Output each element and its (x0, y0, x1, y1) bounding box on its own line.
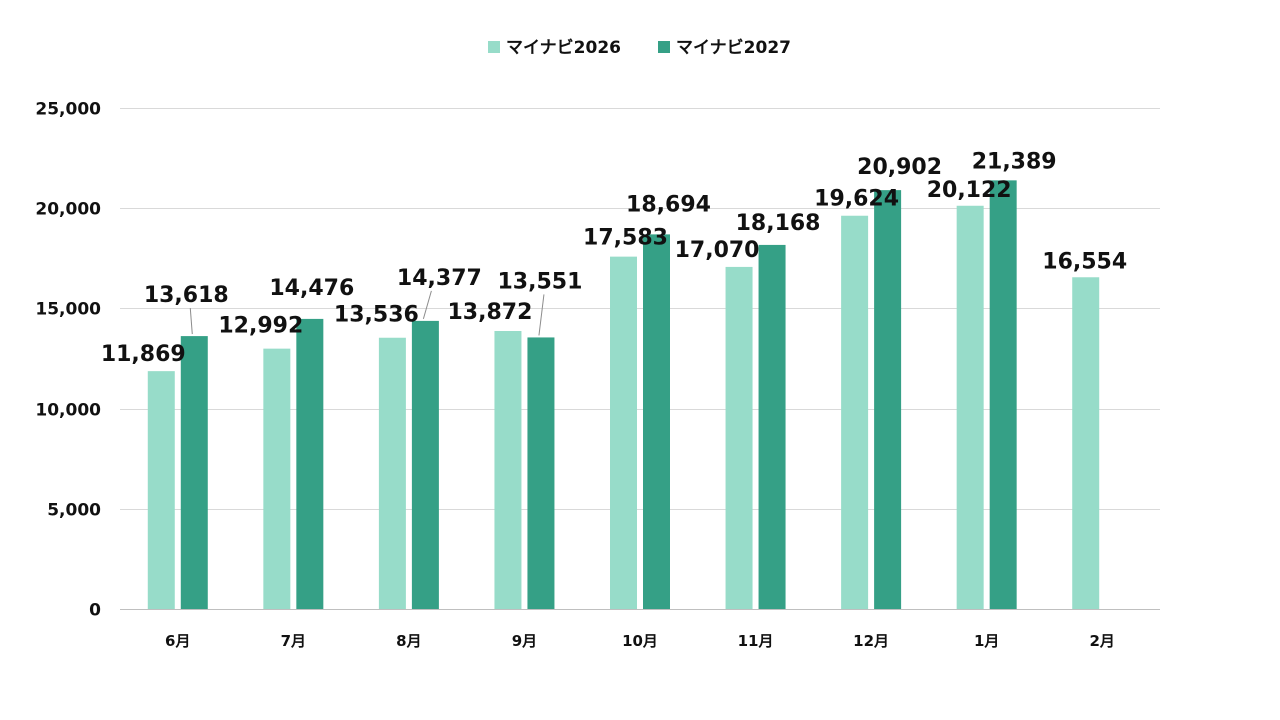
legend-swatch (488, 41, 500, 53)
y-axis-tick-labels: 0 5,000 10,000 15,000 20,000 25,000 (35, 100, 101, 621)
x-tick-label: 6月 (165, 632, 190, 650)
bar-mynavi2027-7月 (296, 318, 324, 609)
y-tick-label: 25,000 (35, 100, 101, 120)
bar-mynavi2026-1月 (956, 205, 984, 609)
x-tick-label: 7月 (281, 632, 306, 650)
data-label: 17,070 (675, 238, 760, 263)
data-label: 12,992 (218, 314, 303, 339)
x-tick-label: 2月 (1090, 632, 1115, 650)
data-label: 14,377 (397, 266, 482, 291)
bar-mynavi2026-10月 (610, 256, 637, 609)
data-label: 13,551 (497, 269, 582, 294)
y-tick-label: 5,000 (47, 501, 101, 521)
bar-mynavi2027-9月 (527, 337, 555, 609)
data-label-leader-lines (189, 290, 545, 336)
bar-mynavi2027-6月 (180, 336, 208, 609)
leader-line (538, 294, 545, 336)
bar-mynavi2026-2月 (1072, 277, 1100, 609)
leader-line (422, 290, 432, 320)
bar-mynavi2027-1月 (989, 180, 1017, 609)
bar-mynavi2026-11月 (725, 266, 753, 609)
x-tick-label: 1月 (974, 632, 999, 650)
data-label: 21,389 (972, 149, 1057, 174)
bar-mynavi2027-10月 (643, 234, 670, 609)
x-tick-label: 10月 (622, 632, 658, 650)
bar-mynavi2026-6月 (147, 371, 175, 609)
legend-label: マイナビ2027 (676, 38, 791, 58)
data-label: 18,694 (626, 192, 711, 217)
legend: マイナビ2026 マイナビ2027 (488, 38, 791, 58)
data-label: 20,902 (857, 155, 942, 180)
legend-swatch (658, 41, 670, 53)
data-label: 13,618 (144, 283, 229, 308)
data-label: 16,554 (1042, 249, 1127, 274)
y-tick-label: 20,000 (35, 200, 101, 220)
bar-mynavi2026-9月 (494, 331, 522, 609)
y-tick-label: 15,000 (35, 300, 101, 320)
data-label: 14,476 (269, 276, 354, 301)
x-tick-label: 8月 (396, 632, 421, 650)
leader-line (189, 308, 193, 335)
bar-mynavi2026-7月 (263, 348, 291, 609)
bar-mynavi2026-8月 (378, 337, 406, 609)
data-label: 11,869 (101, 342, 186, 367)
data-label: 17,583 (583, 226, 668, 251)
x-tick-label: 12月 (853, 632, 889, 650)
y-tick-label: 10,000 (35, 401, 101, 421)
bar-mynavi2027-11月 (758, 244, 786, 610)
bars (147, 180, 1100, 610)
data-label: 19,624 (814, 187, 899, 212)
y-tick-label: 0 (89, 601, 101, 621)
data-label: 18,168 (736, 211, 821, 236)
bar-mynavi2027-12月 (874, 190, 902, 610)
data-label: 13,872 (447, 300, 532, 325)
data-label: 20,122 (927, 178, 1012, 203)
x-axis-tick-labels: 6月 7月 8月 9月 10月 11月 12月 1月 2月 (165, 632, 1115, 650)
x-tick-label: 9月 (512, 632, 537, 650)
gridlines (120, 108, 1160, 610)
bar-mynavi2026-12月 (841, 215, 869, 609)
data-label: 13,536 (334, 303, 419, 328)
x-tick-label: 11月 (738, 632, 774, 650)
legend-label: マイナビ2026 (506, 38, 621, 58)
bar-mynavi2027-8月 (411, 320, 439, 609)
